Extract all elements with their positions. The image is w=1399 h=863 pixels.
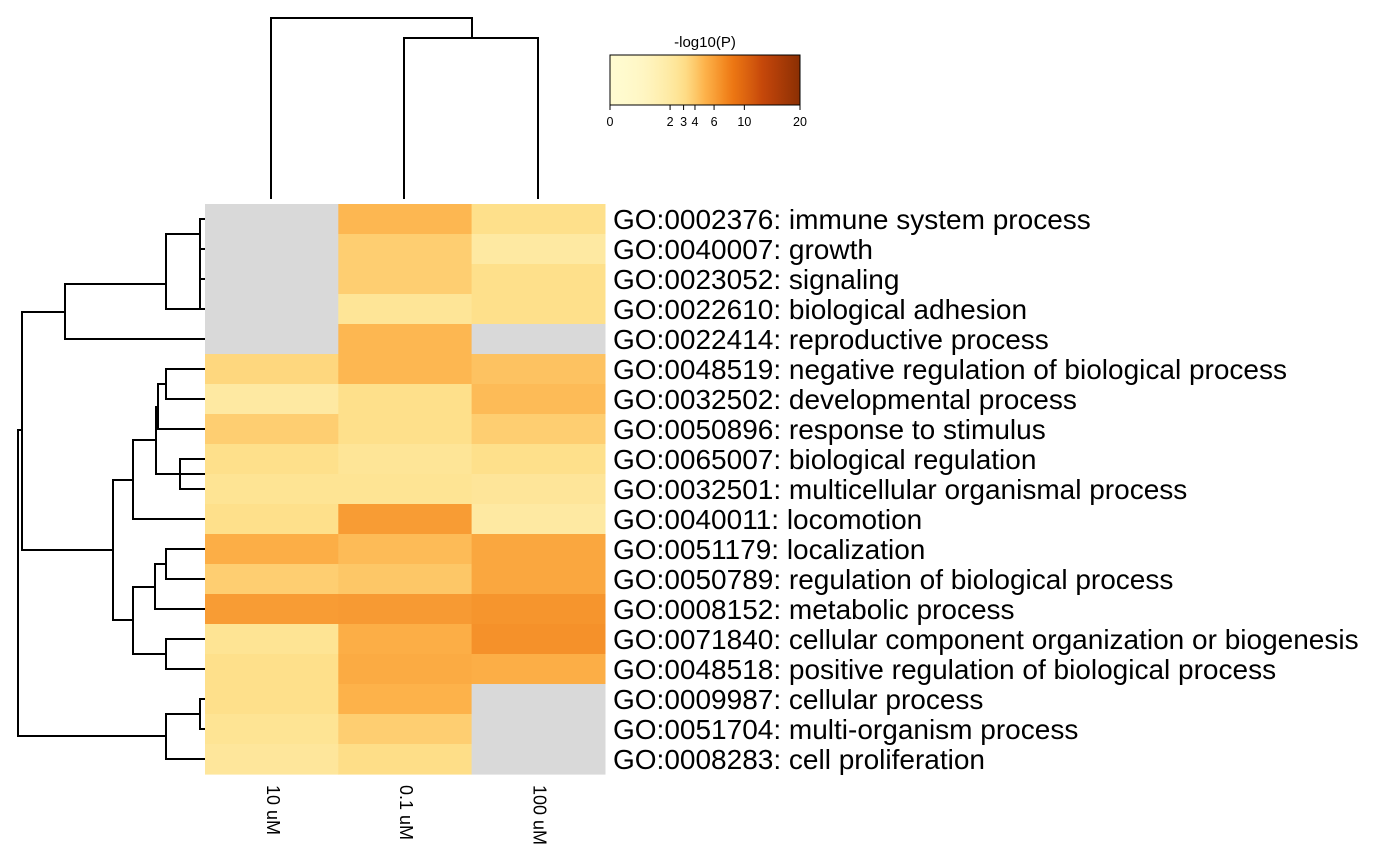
column-dendrogram	[270, 17, 539, 199]
heatmap-cell	[205, 294, 339, 325]
heatmap-cell	[471, 294, 606, 325]
colorbar-gradient	[609, 54, 801, 106]
heatmap-cell	[338, 624, 473, 655]
heatmap-cell	[205, 474, 339, 505]
heatmap-cell	[471, 684, 606, 715]
colorbar-tick-label: 3	[680, 115, 687, 129]
row-label: GO:0051704: multi-organism process	[613, 714, 1078, 745]
row-label: GO:0032501: multicellular organismal pro…	[613, 474, 1187, 505]
heatmap-cell	[338, 324, 473, 355]
heatmap-cell	[205, 444, 339, 475]
heatmap-cell	[338, 714, 473, 745]
heatmap-cell	[471, 444, 606, 475]
heatmap-cell	[205, 744, 339, 775]
row-label: GO:0050896: response to stimulus	[613, 414, 1046, 445]
row-label: GO:0032502: developmental process	[613, 384, 1077, 415]
column-labels: 10 uM 0.1 uM 100 uM	[263, 785, 550, 845]
heatmap-cell	[205, 384, 339, 415]
heatmap-cell	[471, 264, 606, 295]
heatmap-cell	[471, 504, 606, 535]
row-label: GO:0071840: cellular component organizat…	[613, 624, 1359, 655]
heatmap-cell	[471, 624, 606, 655]
column-label: 100 uM	[530, 785, 550, 845]
heatmap-cell	[338, 204, 473, 235]
row-labels: GO:0002376: immune system processGO:0040…	[613, 204, 1359, 775]
row-label: GO:0008283: cell proliferation	[613, 744, 985, 775]
row-label: GO:0050789: regulation of biological pro…	[613, 564, 1173, 595]
heatmap-cell	[471, 654, 606, 685]
row-label: GO:0022414: reproductive process	[613, 324, 1049, 355]
colorbar-tick-label: 0	[607, 115, 614, 129]
heatmap-cell	[338, 414, 473, 445]
colorbar-title: -log10(P)	[674, 34, 736, 51]
row-label: GO:0048519: negative regulation of biolo…	[613, 354, 1287, 385]
heatmap-cell	[471, 534, 606, 565]
colorbar: -log10(P) 0 2 3 4 6 10 20	[607, 34, 807, 129]
heatmap-cell	[471, 354, 606, 385]
colorbar-ticks: 0 2 3 4 6 10 20	[607, 105, 807, 129]
heatmap-cell	[338, 474, 473, 505]
heatmap-cell	[205, 714, 339, 745]
heatmap-cell	[338, 534, 473, 565]
heatmap-cell	[205, 324, 339, 355]
heatmap-cell	[205, 354, 339, 385]
heatmap-cell	[205, 264, 339, 295]
heatmap-cell	[205, 624, 339, 655]
heatmap-cell	[338, 504, 473, 535]
row-label: GO:0009987: cellular process	[613, 684, 983, 715]
row-label: GO:0051179: localization	[613, 534, 925, 565]
heatmap-cell	[471, 714, 606, 745]
row-label: GO:0040011: locomotion	[613, 504, 922, 535]
colorbar-tick-label: 10	[737, 115, 751, 129]
heatmap-cell	[338, 354, 473, 385]
row-label: GO:0008152: metabolic process	[613, 594, 1015, 625]
colorbar-tick-label: 20	[793, 115, 807, 129]
row-label: GO:0002376: immune system process	[613, 204, 1091, 235]
row-label: GO:0065007: biological regulation	[613, 444, 1036, 475]
heatmap-cell	[205, 564, 339, 595]
heatmap-cell	[471, 744, 606, 775]
heatmap-cell	[205, 594, 339, 625]
row-label: GO:0040007: growth	[613, 234, 873, 265]
heatmap-cell	[338, 264, 473, 295]
heatmap-cell	[338, 744, 473, 775]
heatmap-cell	[205, 654, 339, 685]
heatmap-cell	[471, 234, 606, 265]
heatmap-cell	[338, 384, 473, 415]
heatmap-cell	[471, 384, 606, 415]
heatmap-cell	[471, 474, 606, 505]
colorbar-tick-label: 4	[691, 115, 698, 129]
column-label: 0.1 uM	[396, 785, 416, 840]
column-label: 10 uM	[263, 785, 283, 835]
heatmap-cell	[338, 234, 473, 265]
heatmap-cell	[471, 564, 606, 595]
colorbar-tick-label: 2	[667, 115, 674, 129]
heatmap-cell	[471, 594, 606, 625]
heatmap-cell	[471, 204, 606, 235]
heatmap-cell	[338, 294, 473, 325]
heatmap-cell	[205, 684, 339, 715]
heatmap-cell	[205, 234, 339, 265]
heatmap-cell	[205, 504, 339, 535]
heatmap-cell	[205, 534, 339, 565]
heatmap-cell	[338, 654, 473, 685]
heatmap-cell	[471, 324, 606, 355]
heatmap-cell	[338, 684, 473, 715]
row-label: GO:0022610: biological adhesion	[613, 294, 1027, 325]
row-label: GO:0048518: positive regulation of biolo…	[613, 654, 1276, 685]
heatmap-cell	[338, 564, 473, 595]
colorbar-tick-label: 6	[711, 115, 718, 129]
heatmap-cell	[205, 204, 339, 235]
heatmap-cell	[205, 414, 339, 445]
heatmap-cell	[471, 414, 606, 445]
heatmap-cells	[205, 204, 606, 775]
heatmap-cell	[338, 594, 473, 625]
heatmap-cell	[338, 444, 473, 475]
row-dendrogram	[17, 218, 205, 760]
row-label: GO:0023052: signaling	[613, 264, 899, 295]
